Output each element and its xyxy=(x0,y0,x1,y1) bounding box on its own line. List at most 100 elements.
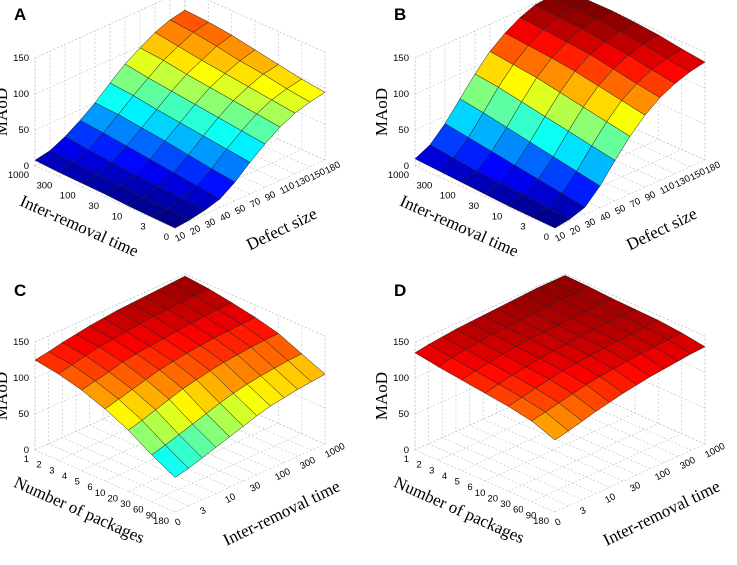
panel-label: C xyxy=(14,281,26,300)
left-axis-tick-label: 300 xyxy=(36,180,52,191)
right-axis-tick-label: 100 xyxy=(273,466,292,483)
z-axis-title: MAoD xyxy=(372,88,391,136)
left-axis-tick-label: 3 xyxy=(520,222,525,233)
right-axis-title: Defect size xyxy=(623,204,700,254)
left-axis-tick-label: 180 xyxy=(153,516,169,527)
floor-gridline xyxy=(48,335,189,507)
right-axis-title: Inter-removal time xyxy=(220,477,343,550)
left-axis-tick-label: 20 xyxy=(108,493,119,504)
left-axis-tick-label: 60 xyxy=(133,505,144,516)
right-axis-title: Inter-removal time xyxy=(600,477,723,550)
left-axis-tick-label: 0 xyxy=(164,232,169,243)
surface-patch xyxy=(151,208,191,229)
right-axis-tick-label: 180 xyxy=(323,159,342,176)
z-tick-label: 100 xyxy=(393,373,409,384)
panel-label: D xyxy=(394,281,406,300)
z-tick-label: 50 xyxy=(398,409,409,420)
right-axis-tick-label: 3 xyxy=(578,505,588,517)
left-axis-tick-label: 100 xyxy=(60,191,76,202)
left-axis-tick-label: 1000 xyxy=(8,170,29,181)
floor-gridline xyxy=(34,58,176,229)
left-axis-tick-label: 3 xyxy=(49,465,54,476)
z-tick-label: 100 xyxy=(13,89,29,100)
right-axis-tick-label: 10 xyxy=(553,230,568,245)
right-axis-tick-label: 300 xyxy=(678,455,697,472)
surface-patch xyxy=(531,411,570,441)
left-axis-tick-label: 4 xyxy=(442,471,447,482)
z-tick-label: 150 xyxy=(13,53,29,64)
right-axis-tick-label: 40 xyxy=(218,210,233,225)
left-axis-tick-label: 2 xyxy=(416,460,421,471)
left-axis-tick-label: 1 xyxy=(404,454,409,465)
right-axis-tick-label: 70 xyxy=(248,196,263,211)
left-axis-tick-label: 10 xyxy=(492,211,503,222)
z-tick-label: 100 xyxy=(13,373,29,384)
z-tick-label: 100 xyxy=(393,89,409,100)
left-axis-tick-label: 30 xyxy=(120,499,131,510)
right-axis-tick-label: 30 xyxy=(203,216,218,231)
left-axis-tick-label: 20 xyxy=(488,493,499,504)
z-tick-label: 50 xyxy=(398,125,409,136)
panel-label: B xyxy=(394,5,406,24)
left-axis-tick-label: 180 xyxy=(533,516,549,527)
z-tick-label: 150 xyxy=(393,337,409,348)
left-axis-tick-label: 90 xyxy=(146,510,157,521)
right-axis-tick-label: 0 xyxy=(553,516,563,528)
left-axis-tick-label: 60 xyxy=(513,505,524,516)
left-axis-tick-label: 2 xyxy=(36,460,41,471)
right-axis-tick-label: 180 xyxy=(703,159,722,176)
z-tick-label: 50 xyxy=(18,125,29,136)
left-axis-tick-label: 100 xyxy=(440,191,456,202)
left-axis-tick-label: 3 xyxy=(429,465,434,476)
right-axis-tick-label: 70 xyxy=(628,196,643,211)
right-axis-tick-label: 10 xyxy=(173,230,188,245)
right-axis-tick-label: 20 xyxy=(568,223,583,238)
right-axis-tick-label: 30 xyxy=(628,480,643,495)
right-axis-tick-label: 50 xyxy=(233,203,248,218)
left-axis-tick-label: 90 xyxy=(526,510,537,521)
right-axis-tick-label: 1000 xyxy=(323,441,347,461)
right-axis-tick-label: 40 xyxy=(598,210,613,225)
left-axis-tick-label: 6 xyxy=(87,482,92,493)
right-axis-tick-label: 20 xyxy=(188,223,203,238)
z-tick-label: 50 xyxy=(18,409,29,420)
right-axis-tick-label: 30 xyxy=(248,480,263,495)
z-axis-title: MAoD xyxy=(0,88,11,136)
surface-patch xyxy=(531,206,571,229)
left-axis-tick-label: 10 xyxy=(95,488,106,499)
left-axis-tick-label: 6 xyxy=(467,482,472,493)
right-axis-tick-label: 1000 xyxy=(703,441,727,461)
left-axis-tick-label: 10 xyxy=(112,211,123,222)
floor-gridline xyxy=(428,335,569,507)
left-axis-tick-label: 1 xyxy=(24,454,29,465)
right-axis-tick-label: 50 xyxy=(613,203,628,218)
z-tick-label: 150 xyxy=(393,53,409,64)
left-axis-tick-label: 5 xyxy=(75,477,80,488)
z-tick-label: 0 xyxy=(24,445,29,456)
left-axis-tick-label: 4 xyxy=(62,471,67,482)
right-axis-tick-label: 300 xyxy=(298,455,317,472)
z-tick-label: 0 xyxy=(404,161,409,172)
z-axis-title: MAoD xyxy=(372,372,391,420)
right-axis-tick-label: 90 xyxy=(643,189,658,204)
right-axis-tick-label: 10 xyxy=(223,491,238,506)
z-axis-title: MAoD xyxy=(0,372,11,420)
left-axis-tick-label: 0 xyxy=(544,232,549,243)
right-axis-tick-label: 3 xyxy=(198,505,208,517)
left-axis-tick-label: 30 xyxy=(500,499,511,510)
surface-patch xyxy=(151,444,190,478)
right-axis-title: Defect size xyxy=(243,204,320,254)
right-axis-tick-label: 90 xyxy=(263,189,278,204)
right-axis-tick-label: 100 xyxy=(653,466,672,483)
left-axis-tick-label: 30 xyxy=(88,201,99,212)
z-tick-label: 0 xyxy=(24,161,29,172)
floor-gridline xyxy=(414,58,556,229)
left-axis-tick-label: 300 xyxy=(416,180,432,191)
z-tick-label: 0 xyxy=(404,445,409,456)
floor-gridline xyxy=(34,342,176,513)
